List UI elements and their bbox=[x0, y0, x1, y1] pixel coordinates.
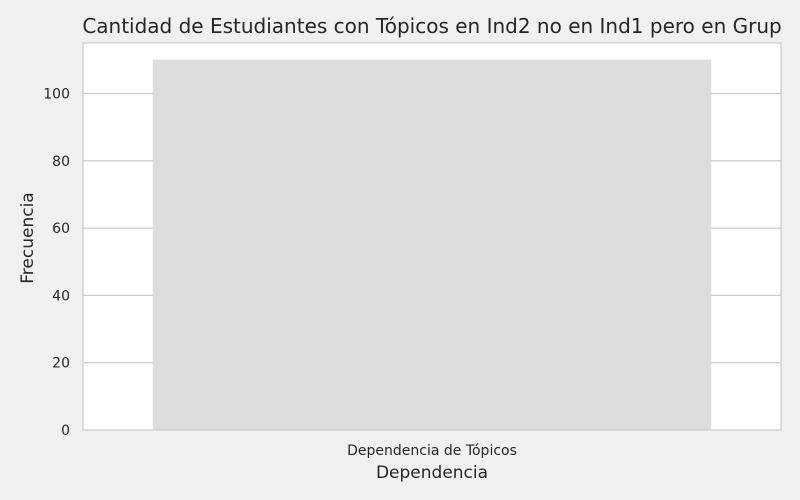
y-tick-label: 60 bbox=[52, 221, 70, 237]
y-tick-label: 20 bbox=[52, 356, 70, 372]
x-tick-labels: Dependencia de Tópicos bbox=[347, 443, 517, 459]
y-tick-label: 80 bbox=[52, 154, 70, 170]
chart-title: Cantidad de Estudiantes con Tópicos en I… bbox=[82, 14, 781, 38]
y-tick-labels: 0 20 40 60 80 100 bbox=[43, 86, 70, 439]
bars bbox=[152, 59, 712, 431]
x-axis-label: Dependencia bbox=[376, 463, 488, 483]
y-tick-label: 0 bbox=[61, 423, 70, 439]
y-tick-label: 40 bbox=[52, 288, 70, 304]
y-tick-label: 100 bbox=[43, 86, 70, 102]
x-tick-label: Dependencia de Tópicos bbox=[347, 443, 517, 459]
plot-frame bbox=[82, 42, 782, 431]
bar bbox=[152, 59, 712, 431]
y-axis-label: Frecuencia bbox=[18, 192, 38, 283]
